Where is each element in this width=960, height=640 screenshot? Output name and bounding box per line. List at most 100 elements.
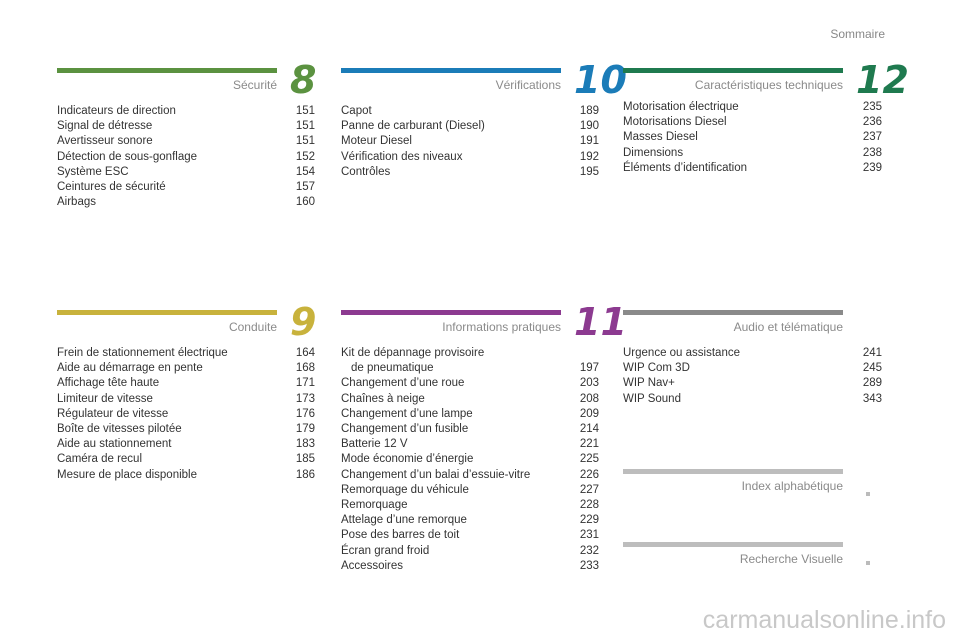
entry-page: 237 — [862, 131, 882, 144]
section-number: 8 — [290, 58, 317, 102]
entry-label: Remorquage — [341, 499, 408, 511]
section-bar — [623, 68, 843, 73]
entry-label: Masses Diesel — [623, 131, 698, 144]
entry-label: Changement d’une lampe — [341, 407, 473, 420]
entry-label-continuation: de pneumatique — [351, 362, 434, 375]
entry-page: 152 — [295, 150, 315, 163]
watermark: carmanualsonline.info — [702, 606, 946, 634]
entry-page: 235 — [862, 101, 882, 113]
entry-label: Mode économie d’énergie — [341, 453, 474, 466]
entry-label: Caméra de recul — [57, 453, 143, 466]
entry-page: 228 — [579, 499, 599, 511]
entry-label: Affichage tête haute — [57, 377, 160, 390]
entry-label: Aide au démarrage en pente — [57, 362, 203, 375]
entry-page: 173 — [295, 392, 315, 405]
entry-label: Batterie 12 V — [341, 438, 408, 451]
entry-label: Changement d’un fusible — [341, 423, 469, 435]
entry-page: 151 — [295, 120, 315, 133]
entry-label: Ceintures de sécurité — [57, 181, 166, 193]
section-number: 9 — [290, 300, 317, 344]
entry-page: 157 — [295, 181, 315, 193]
section-number: 12 — [856, 58, 909, 102]
dot — [866, 561, 870, 565]
section-title: Conduite — [228, 320, 277, 334]
entry-label: Boîte de vitesses pilotée — [57, 423, 182, 435]
entry-label: Attelage d’une remorque — [341, 514, 467, 527]
entry-page: 233 — [579, 559, 599, 572]
entry-page: 189 — [579, 105, 599, 117]
section-number: 10 — [574, 58, 627, 102]
entry-label: Détection de sous-gonflage — [57, 150, 198, 163]
entry-page: 154 — [295, 165, 315, 178]
entry-label: Frein de stationnement électrique — [57, 347, 228, 359]
entry-label: Motorisation électrique — [623, 101, 739, 113]
entry-page: 239 — [862, 161, 882, 174]
entry-label: Chaînes à neige — [341, 392, 425, 405]
section-title: Caractéristiques techniques — [694, 78, 843, 92]
section-title: Recherche Visuelle — [739, 552, 843, 566]
entry-page: 236 — [862, 116, 882, 129]
entry-page: 176 — [295, 407, 315, 420]
entry-page: 221 — [579, 438, 599, 451]
entry-page: 232 — [579, 544, 599, 557]
entry-page: 208 — [579, 392, 599, 405]
header-title: Sommaire — [830, 27, 885, 41]
entry-page: 203 — [579, 377, 599, 390]
entry-page: 238 — [862, 146, 882, 159]
entry-label: Motorisations Diesel — [623, 116, 727, 129]
entry-label: Dimensions — [623, 146, 684, 159]
entry-page: 214 — [579, 423, 599, 435]
entry-page: 190 — [579, 120, 599, 133]
entry-page: 179 — [295, 423, 315, 435]
entry-label: Écran grand froid — [341, 544, 430, 557]
entry-page: 197 — [579, 362, 599, 375]
entry-label: Kit de dépannage provisoire — [341, 347, 485, 359]
entry-page: 183 — [295, 438, 315, 451]
entry-page: 226 — [579, 468, 599, 481]
entry-page: 195 — [579, 165, 599, 178]
section-bar — [623, 310, 843, 315]
entry-label: WIP Com 3D — [623, 362, 690, 375]
section-number: 11 — [574, 300, 627, 344]
entry-page: 171 — [295, 377, 315, 390]
entry-label: Contrôles — [341, 165, 391, 178]
entry-label: Panne de carburant (Diesel) — [341, 120, 485, 133]
entry-page: 227 — [579, 483, 599, 496]
section-bar — [623, 469, 843, 474]
entry-label: Mesure de place disponible — [57, 468, 198, 481]
section-bar — [623, 542, 843, 547]
entry-label: Capot — [341, 105, 372, 117]
entry-page: 168 — [295, 362, 315, 375]
entry-page: 343 — [862, 392, 882, 405]
entry-label: Avertisseur sonore — [57, 135, 153, 148]
section-title: Index alphabétique — [741, 479, 843, 493]
entry-label: WIP Sound — [623, 392, 681, 405]
entry-label: Changement d’un balai d’essuie-vitre — [341, 468, 531, 481]
section-title: Informations pratiques — [442, 320, 561, 334]
section-title: Sécurité — [232, 78, 277, 92]
entry-label: WIP Nav+ — [623, 377, 675, 390]
section-bar — [57, 310, 277, 315]
entry-label: Remorquage du véhicule — [341, 483, 469, 496]
entry-label: Pose des barres de toit — [341, 529, 460, 542]
entry-page: 231 — [579, 529, 599, 542]
entry-page: 192 — [579, 150, 599, 163]
entry-page: 186 — [295, 468, 315, 481]
entry-page: 185 — [295, 453, 315, 466]
entry-label: Urgence ou assistance — [623, 347, 740, 359]
entry-label: Indicateurs de direction — [57, 105, 176, 117]
section-bar — [341, 310, 561, 315]
entry-label: Airbags — [57, 196, 96, 209]
section-title: Audio et télématique — [733, 320, 843, 334]
entry-label: Régulateur de vitesse — [57, 407, 169, 420]
entry-page: 225 — [579, 453, 599, 466]
entry-label: Moteur Diesel — [341, 135, 412, 148]
entry-page: 241 — [862, 347, 882, 359]
entry-label: Changement d’une roue — [341, 377, 465, 390]
section-bar — [341, 68, 561, 73]
entry-page: 209 — [579, 407, 599, 420]
entry-label: Aide au stationnement — [57, 438, 172, 451]
entry-page: 191 — [579, 135, 599, 148]
section-title: Vérifications — [495, 78, 561, 92]
